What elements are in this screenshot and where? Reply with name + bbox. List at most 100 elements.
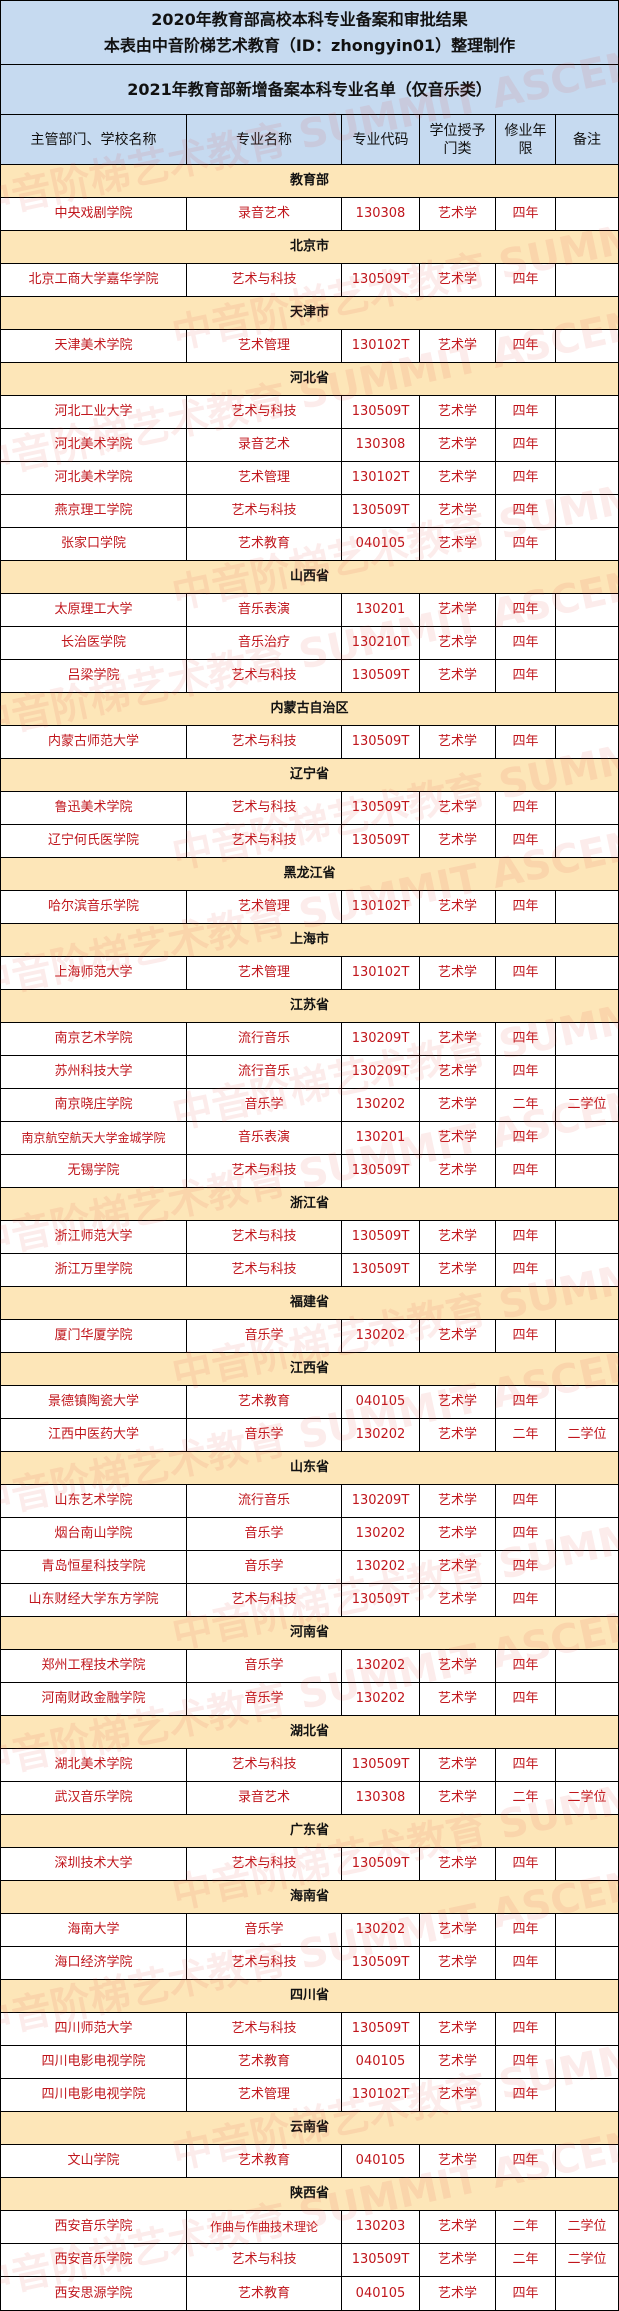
province-name: 江西省 [289, 1361, 329, 1376]
table-row: 海口经济学院 艺术与科技 130509T 艺术学 四年 [1, 1947, 618, 1980]
notes [556, 627, 618, 659]
major-code: 130203 [342, 2211, 420, 2243]
study-duration: 四年 [496, 2079, 556, 2111]
notes [556, 495, 618, 527]
notes [556, 1551, 618, 1583]
major-code: 130509T [342, 825, 420, 857]
major-code: 130509T [342, 660, 420, 692]
province-row: 福建省 [1, 1287, 618, 1320]
province-row: 天津市 [1, 297, 618, 330]
study-duration: 四年 [496, 1848, 556, 1880]
degree-category: 艺术学 [420, 594, 496, 626]
major-name: 录音艺术 [187, 1782, 342, 1814]
major-code: 130209T [342, 1023, 420, 1055]
province-name: 上海市 [289, 932, 329, 947]
study-duration: 四年 [496, 1683, 556, 1715]
study-duration: 四年 [496, 1914, 556, 1946]
major-code: 130210T [342, 627, 420, 659]
degree-category: 艺术学 [420, 1254, 496, 1286]
notes [556, 1914, 618, 1946]
notes: 二学位 [567, 1790, 607, 1805]
province-row: 江苏省 [1, 990, 618, 1023]
province-name: 陕西省 [289, 2186, 329, 2201]
degree-category: 艺术学 [420, 1155, 496, 1187]
study-duration: 四年 [496, 396, 556, 428]
major-name: 艺术与科技 [187, 825, 342, 857]
school-name: 湖北美术学院 [1, 1749, 187, 1781]
table-row: 武汉音乐学院 录音艺术 130308 艺术学 二年 二学位 [1, 1782, 618, 1815]
study-duration: 四年 [496, 2013, 556, 2045]
study-duration: 四年 [496, 594, 556, 626]
province-row: 上海市 [1, 924, 618, 957]
school-name: 张家口学院 [1, 528, 187, 560]
degree-category: 艺术学 [420, 1089, 496, 1121]
table-row: 河北美术学院 录音艺术 130308 艺术学 四年 [1, 429, 618, 462]
major-code: 130209T [342, 1056, 420, 1088]
title-block: 2020年教育部高校本科专业备案和审批结果 本表由中音阶梯艺术教育（ID：zho… [1, 1, 618, 65]
degree-category: 艺术学 [420, 1320, 496, 1352]
major-name: 艺术教育 [187, 1386, 342, 1418]
school-name: 四川师范大学 [1, 2013, 187, 2045]
major-name: 艺术与科技 [187, 1947, 342, 1979]
major-name: 艺术与科技 [187, 264, 342, 296]
main-title: 2020年教育部高校本科专业备案和审批结果 [151, 9, 468, 29]
table-row: 南京晓庄学院 音乐学 130202 艺术学 二年 二学位 [1, 1089, 618, 1122]
province-name: 内蒙古自治区 [270, 701, 349, 716]
major-code: 130509T [342, 1749, 420, 1781]
study-duration: 四年 [496, 264, 556, 296]
notes [556, 1254, 618, 1286]
province-name: 山东省 [289, 1460, 329, 1475]
major-code: 130202 [342, 1650, 420, 1682]
major-name: 艺术管理 [187, 891, 342, 923]
major-code: 130201 [342, 1122, 420, 1154]
major-code: 130509T [342, 1584, 420, 1616]
degree-category: 艺术学 [420, 1518, 496, 1550]
notes [556, 792, 618, 824]
major-name: 艺术教育 [187, 2277, 342, 2310]
school-name: 西安音乐学院 [1, 2211, 187, 2243]
study-duration: 四年 [496, 1320, 556, 1352]
school-name: 河北美术学院 [1, 462, 187, 494]
degree-category: 艺术学 [420, 1914, 496, 1946]
study-duration: 二年 [496, 1782, 556, 1814]
school-name: 天津美术学院 [1, 330, 187, 362]
degree-category: 艺术学 [420, 2013, 496, 2045]
notes [556, 1155, 618, 1187]
province-name: 北京市 [289, 239, 329, 254]
col-school: 主管部门、学校名称 [1, 115, 187, 164]
degree-category: 艺术学 [420, 1551, 496, 1583]
table-row: 江西中医药大学 音乐学 130202 艺术学 二年 二学位 [1, 1419, 618, 1452]
degree-category: 艺术学 [420, 429, 496, 461]
table-row: 郑州工程技术学院 音乐学 130202 艺术学 四年 [1, 1650, 618, 1683]
degree-category: 艺术学 [420, 330, 496, 362]
school-name: 河北美术学院 [1, 429, 187, 461]
degree-category: 艺术学 [420, 1584, 496, 1616]
major-name: 音乐学 [187, 1914, 342, 1946]
table-row: 内蒙古师范大学 艺术与科技 130509T 艺术学 四年 [1, 726, 618, 759]
table-row: 四川电影电视学院 艺术教育 040105 艺术学 四年 [1, 2046, 618, 2079]
major-name: 流行音乐 [187, 1023, 342, 1055]
notes [556, 1386, 618, 1418]
degree-category: 艺术学 [420, 825, 496, 857]
major-code: 130509T [342, 1221, 420, 1253]
table-row: 张家口学院 艺术教育 040105 艺术学 四年 [1, 528, 618, 561]
table-row: 深圳技术大学 艺术与科技 130509T 艺术学 四年 [1, 1848, 618, 1881]
study-duration: 四年 [496, 2046, 556, 2078]
major-name: 艺术与科技 [187, 660, 342, 692]
school-name: 燕京理工学院 [1, 495, 187, 527]
notes [556, 264, 618, 296]
major-name: 音乐学 [187, 1320, 342, 1352]
school-name: 西安思源学院 [1, 2277, 187, 2310]
province-name: 湖北省 [289, 1724, 329, 1739]
school-name: 内蒙古师范大学 [1, 726, 187, 758]
degree-category: 艺术学 [420, 1749, 496, 1781]
major-code: 130202 [342, 1914, 420, 1946]
table-row: 中央戏剧学院 录音艺术 130308 艺术学 四年 [1, 198, 618, 231]
table-row: 西安音乐学院 作曲与作曲技术理论 130203 艺术学 二年 二学位 [1, 2211, 618, 2244]
notes [556, 2277, 618, 2310]
major-name: 录音艺术 [187, 429, 342, 461]
major-name: 流行音乐 [187, 1056, 342, 1088]
school-name: 深圳技术大学 [1, 1848, 187, 1880]
degree-category: 艺术学 [420, 1782, 496, 1814]
major-name: 艺术与科技 [187, 1584, 342, 1616]
